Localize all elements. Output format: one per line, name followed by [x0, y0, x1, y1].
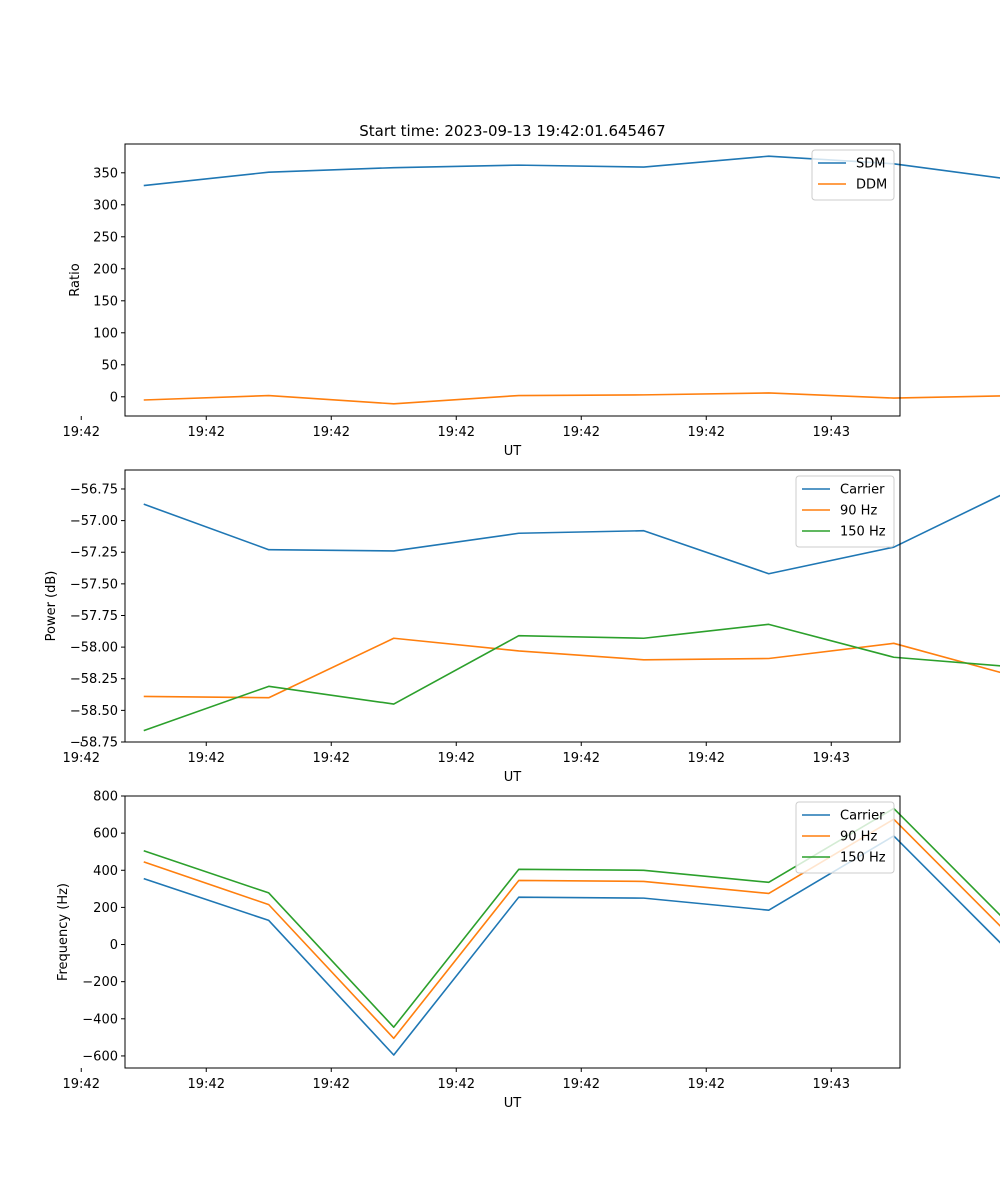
y-tick-label: −57.50: [70, 577, 118, 592]
axes-frame: [124, 469, 901, 743]
x-tick-label: 19:43: [813, 425, 850, 440]
legend-box: [795, 475, 895, 548]
y-tick-label: 0: [110, 938, 118, 953]
y-tick-label: −58.75: [70, 736, 118, 751]
y-tick-label: −57.25: [70, 546, 118, 561]
legend-label: 150 Hz: [840, 525, 886, 540]
x-tick-label: 19:42: [63, 425, 100, 440]
y-tick-label: −57.00: [70, 514, 118, 529]
x-tick-label: 19:42: [563, 425, 600, 440]
x-tick-label: 19:42: [438, 425, 475, 440]
legend-label: 90 Hz: [840, 504, 877, 519]
y-tick-label: 0: [110, 390, 118, 405]
x-tick-label: 19:43: [813, 1077, 850, 1092]
axes-frame: [124, 795, 901, 1069]
y-axis-label: Power (dB): [44, 571, 59, 642]
y-tick-label: −600: [82, 1049, 118, 1064]
x-tick-label: 19:42: [688, 751, 725, 766]
x-axis-label: UT: [504, 770, 522, 785]
legend-label: SDM: [856, 157, 885, 172]
series-line-150-hz: [143, 623, 1000, 732]
y-tick-label: −58.50: [70, 704, 118, 719]
x-tick-label: 19:42: [188, 425, 225, 440]
x-tick-label: 19:43: [813, 751, 850, 766]
y-tick-label: −56.75: [70, 482, 118, 497]
legend-label: 150 Hz: [840, 851, 886, 866]
x-tick-label: 19:42: [313, 1077, 350, 1092]
y-tick-label: 600: [93, 827, 118, 842]
chart-title: Start time: 2023-09-13 19:42:01.645467: [359, 122, 665, 140]
legend-label: DDM: [856, 178, 887, 193]
x-tick-label: 19:42: [63, 1077, 100, 1092]
x-tick-label: 19:42: [63, 751, 100, 766]
y-tick-label: 100: [93, 326, 118, 341]
y-tick-label: 50: [101, 358, 118, 373]
series-line-ddm: [143, 392, 1000, 405]
x-axis-label: UT: [504, 444, 522, 459]
series-line-carrier: [143, 494, 1000, 575]
y-tick-label: −400: [82, 1012, 118, 1027]
x-tick-label: 19:42: [313, 425, 350, 440]
x-tick-label: 19:42: [313, 751, 350, 766]
legend-label: Carrier: [840, 809, 885, 824]
y-tick-label: 300: [93, 198, 118, 213]
y-axis-label: Ratio: [68, 263, 83, 296]
x-tick-label: 19:42: [438, 1077, 475, 1092]
y-tick-label: 400: [93, 864, 118, 879]
chart-panel-2: 19:42 19:42 19:42 19:42 19:42 19:42 19:43 −58.7…: [44, 469, 1000, 785]
x-tick-label: 19:42: [188, 751, 225, 766]
y-axis-label: Frequency (Hz): [56, 883, 71, 981]
x-tick-label: 19:42: [563, 751, 600, 766]
y-tick-label: 250: [93, 230, 118, 245]
y-tick-label: −200: [82, 975, 118, 990]
legend-box: [795, 801, 895, 874]
legend-label: Carrier: [840, 483, 885, 498]
x-tick-label: 19:42: [188, 1077, 225, 1092]
x-axis-label: UT: [504, 1096, 522, 1111]
legend: SDM DDM: [811, 149, 895, 201]
axes-frame: [124, 143, 901, 417]
x-tick-label: 19:42: [688, 1077, 725, 1092]
series-line-90-hz: [143, 637, 1000, 699]
y-tick-label: 200: [93, 901, 118, 916]
y-tick-label: 800: [93, 790, 118, 805]
x-tick-label: 19:42: [438, 751, 475, 766]
chart-panel-3: 19:42 19:42 19:42 19:42 19:42 19:42 19:43 −600 −…: [56, 790, 1000, 1111]
x-tick-label: 19:42: [563, 1077, 600, 1092]
chart-panel-1: Start time: 2023-09-13 19:42:01.645467 19…: [63, 122, 1000, 459]
y-tick-label: 200: [93, 262, 118, 277]
legend-label: 90 Hz: [840, 830, 877, 845]
y-tick-label: 350: [93, 166, 118, 181]
y-tick-label: −57.75: [70, 609, 118, 624]
y-tick-label: −58.25: [70, 672, 118, 687]
x-tick-label: 19:42: [688, 425, 725, 440]
legend: Carrier 90 Hz 150 Hz: [795, 475, 895, 548]
y-tick-label: 150: [93, 294, 118, 309]
y-tick-label: −58.00: [70, 641, 118, 656]
legend: Carrier 90 Hz 150 Hz: [795, 801, 895, 874]
